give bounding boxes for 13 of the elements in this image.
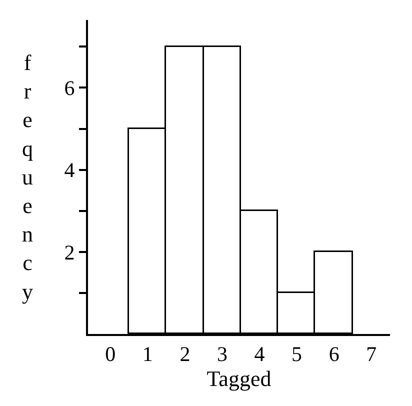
x-tick-label: 6: [328, 342, 340, 366]
x-tick-label: 7: [366, 342, 377, 366]
x-tick-label: 5: [292, 342, 302, 366]
y-tick-label: 4: [64, 158, 76, 182]
y-tick-label: 6: [64, 76, 75, 100]
text: frequency: [22, 50, 33, 304]
x-axis-title: Tagged: [206, 366, 272, 392]
y-tick-label: 2: [64, 240, 75, 264]
x-tick-label: 1: [142, 342, 153, 366]
x-tick-label: 2: [180, 342, 190, 366]
x-tick-label: 0: [105, 342, 116, 366]
x-tick-label: 3: [216, 342, 228, 366]
x-tick-label: 4: [254, 342, 266, 366]
